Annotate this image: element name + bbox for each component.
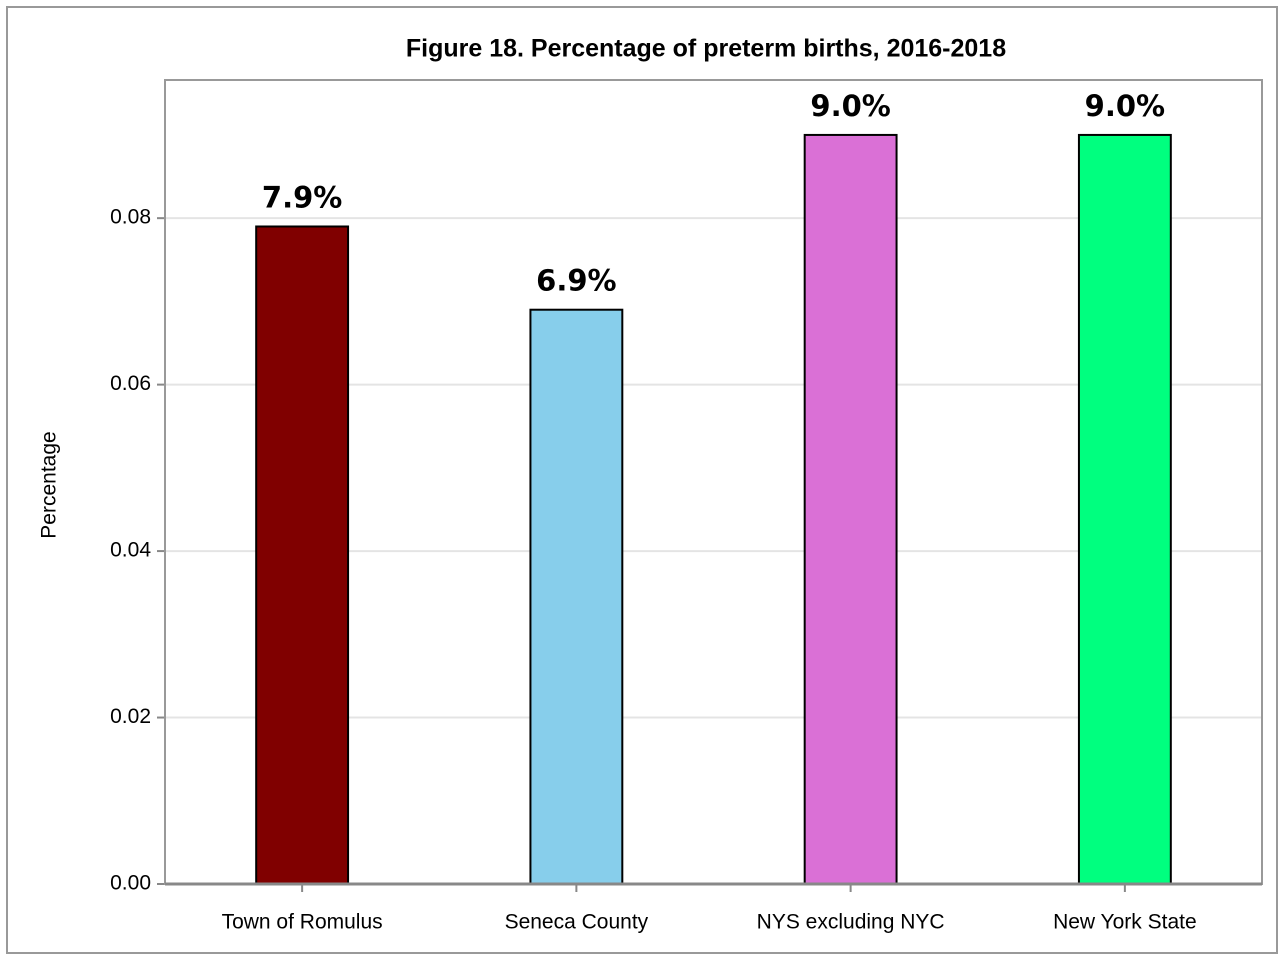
y-tick-label: 0.08	[110, 206, 151, 229]
y-axis-label: Percentage	[38, 431, 61, 538]
bar	[529, 308, 624, 885]
outer-frame	[6, 6, 1278, 954]
value-label: 9.0%	[1085, 89, 1165, 123]
value-label: 7.9%	[262, 180, 342, 214]
x-tick-label: Town of Romulus	[222, 911, 383, 934]
y-tick-label: 0.04	[110, 539, 151, 562]
y-tick-label: 0.00	[110, 872, 151, 895]
x-tick-label: New York State	[1053, 911, 1197, 934]
x-tick-label: NYS excluding NYC	[757, 911, 945, 934]
y-tick-label: 0.02	[110, 705, 151, 728]
y-tick-label: 0.06	[110, 372, 151, 395]
value-label: 6.9%	[536, 264, 616, 298]
bar	[1077, 133, 1172, 885]
x-tick-label: Seneca County	[505, 911, 649, 934]
chart-title: Figure 18. Percentage of preterm births,…	[406, 35, 1006, 63]
bar	[803, 133, 898, 885]
value-label: 9.0%	[810, 89, 890, 123]
bar	[255, 225, 350, 885]
